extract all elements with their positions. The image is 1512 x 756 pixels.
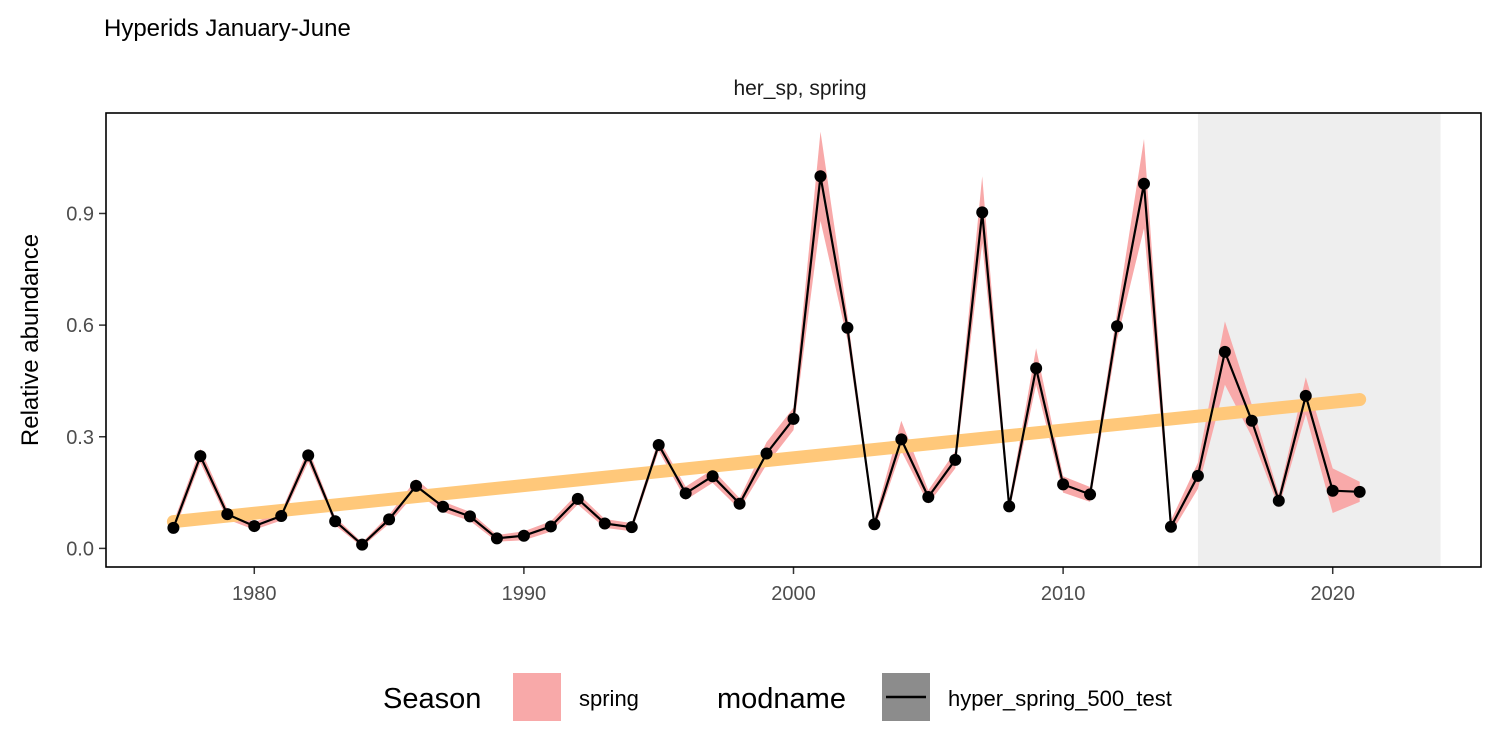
- data-point: [598, 517, 611, 530]
- x-tick-label: 1990: [502, 583, 547, 605]
- shaded-period: [1197, 113, 1441, 567]
- legend-season-key: [513, 673, 561, 721]
- x-tick-label: 1980: [232, 583, 277, 605]
- data-point: [1164, 520, 1177, 533]
- y-tick-label: 0.9: [66, 203, 94, 225]
- data-point: [437, 500, 450, 513]
- data-point: [1003, 500, 1016, 513]
- x-tick-label: 2000: [771, 583, 816, 605]
- legend: Season spring modname hyper_spring_500_t…: [383, 673, 1172, 721]
- data-point: [383, 513, 396, 526]
- data-point: [760, 447, 773, 460]
- plot-area: 0.0 0.3 0.6 0.9 1980 1990 2000 2010 2020: [66, 112, 1482, 605]
- data-point: [167, 521, 180, 534]
- data-point: [517, 529, 530, 542]
- data-point: [1218, 345, 1231, 358]
- data-point: [1057, 478, 1070, 491]
- y-tick-label: 0.0: [66, 538, 94, 560]
- data-point: [1030, 362, 1043, 375]
- data-point: [490, 532, 503, 545]
- data-point: [329, 515, 342, 528]
- data-point: [410, 479, 423, 492]
- data-point: [922, 491, 935, 504]
- data-point: [194, 450, 207, 463]
- data-point: [868, 518, 881, 531]
- panel-border: [105, 112, 1482, 568]
- x-axis: 1980 1990 2000 2010 2020: [232, 567, 1355, 605]
- data-point: [787, 412, 800, 425]
- data-point: [571, 492, 584, 505]
- x-tick-label: 2010: [1041, 583, 1086, 605]
- data-point: [356, 538, 369, 551]
- legend-season-label: spring: [579, 686, 639, 711]
- data-point: [544, 520, 557, 533]
- data-point: [1245, 414, 1258, 427]
- data-point: [976, 206, 989, 219]
- data-point: [275, 510, 288, 523]
- data-point: [1191, 469, 1204, 482]
- data-point: [1353, 485, 1366, 498]
- data-point: [1272, 494, 1285, 507]
- data-point: [221, 508, 234, 521]
- data-point: [625, 521, 638, 534]
- data-point: [248, 520, 261, 533]
- data-point: [706, 470, 719, 483]
- data-point: [1326, 484, 1339, 497]
- confidence-ribbon: [173, 131, 1360, 547]
- x-tick-label: 2020: [1310, 583, 1355, 605]
- chart-title: Hyperids January-June: [104, 15, 351, 42]
- data-point: [652, 438, 665, 451]
- data-point: [302, 449, 315, 462]
- data-point: [841, 321, 854, 334]
- legend-modname-label: hyper_spring_500_test: [948, 686, 1172, 711]
- data-point: [1111, 320, 1124, 333]
- y-tick-label: 0.6: [66, 315, 94, 337]
- data-point: [1137, 177, 1150, 190]
- data-point: [895, 433, 908, 446]
- facet-strip-label: her_sp, spring: [733, 77, 866, 100]
- y-axis: 0.0 0.3 0.6 0.9: [66, 203, 106, 560]
- series-line: [172, 175, 1360, 546]
- data-point: [949, 453, 962, 466]
- data-point: [1299, 389, 1312, 402]
- data-point: [814, 170, 827, 183]
- legend-season-title: Season: [383, 683, 481, 715]
- data-point: [733, 497, 746, 510]
- data-point: [463, 510, 476, 523]
- legend-modname-title: modname: [717, 683, 846, 715]
- data-point: [679, 487, 692, 500]
- y-axis-label: Relative abundance: [17, 234, 44, 446]
- data-points: [167, 170, 1366, 551]
- data-point: [1084, 488, 1097, 501]
- y-tick-label: 0.3: [66, 427, 94, 449]
